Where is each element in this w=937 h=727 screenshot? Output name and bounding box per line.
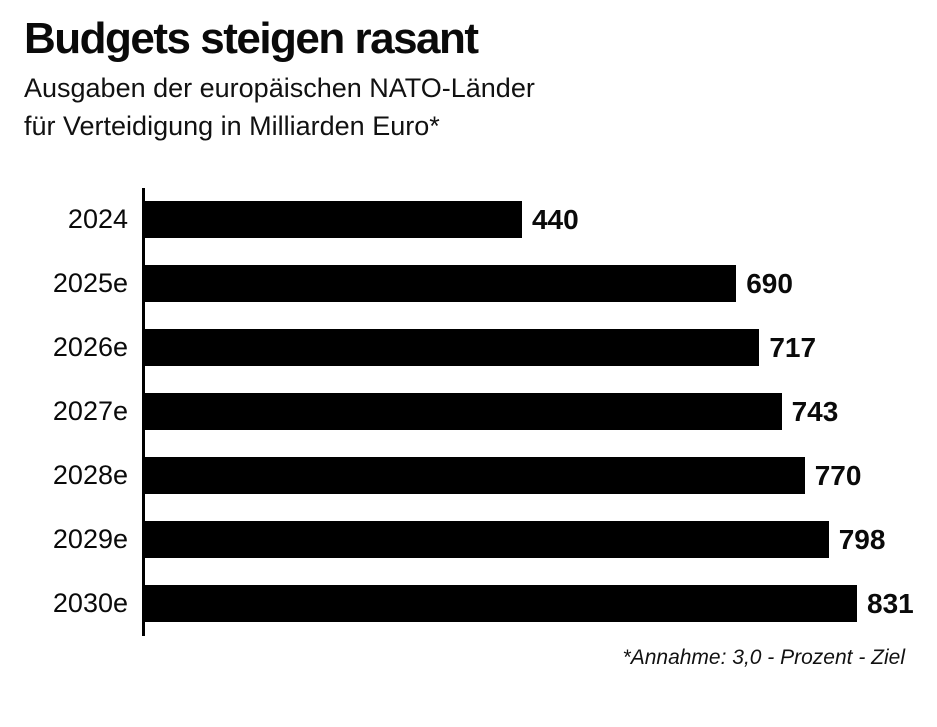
- chart-footnote: *Annahme: 3,0 - Prozent - Ziel: [622, 645, 905, 669]
- bar: [145, 329, 760, 367]
- value-label: 798: [838, 523, 886, 555]
- chart-subtitle: Ausgaben der europäischen NATO-Länder fü…: [24, 73, 535, 141]
- axis-track: 770: [142, 443, 861, 508]
- bar: [145, 521, 829, 559]
- bar: [145, 393, 782, 431]
- bar: [145, 585, 857, 623]
- value-label: 770: [814, 459, 862, 491]
- category-label: 2024: [67, 204, 128, 235]
- chart-row: 2027e 743: [24, 379, 909, 444]
- category-label: 2026e: [52, 332, 128, 363]
- category-label: 2025e: [52, 268, 128, 299]
- axis-track: 798: [142, 507, 885, 572]
- chart-row: 2028e 770: [24, 443, 909, 508]
- value-label: 440: [531, 203, 579, 235]
- value-label: 690: [746, 267, 793, 299]
- bar: [145, 201, 522, 239]
- bar: [145, 457, 805, 495]
- chart-row: 2024 440: [24, 187, 909, 252]
- category-label: 2028e: [52, 460, 128, 491]
- category-label: 2029e: [52, 524, 128, 555]
- bar-chart: 2024 440 2025e 690 2026e 717 2027e 743 2028e 770 2…: [24, 187, 914, 636]
- value-label: 717: [769, 331, 817, 363]
- chart-row: 2030e 831: [24, 571, 914, 636]
- value-label: 831: [867, 587, 914, 619]
- chart-row: 2025e 690: [24, 251, 909, 316]
- axis-track: 690: [142, 251, 857, 316]
- chart-row: 2029e 798: [24, 507, 909, 572]
- axis-track: 831: [142, 571, 914, 636]
- bar: [145, 265, 737, 303]
- axis-track: 440: [142, 187, 857, 252]
- axis-track: 717: [142, 315, 857, 380]
- chart-row: 2026e 717: [24, 315, 909, 380]
- category-label: 2030e: [52, 588, 128, 619]
- page-title: Budgets steigen rasant: [24, 14, 479, 63]
- axis-track: 743: [142, 379, 857, 444]
- value-label: 743: [791, 395, 839, 427]
- category-label: 2027e: [52, 396, 128, 427]
